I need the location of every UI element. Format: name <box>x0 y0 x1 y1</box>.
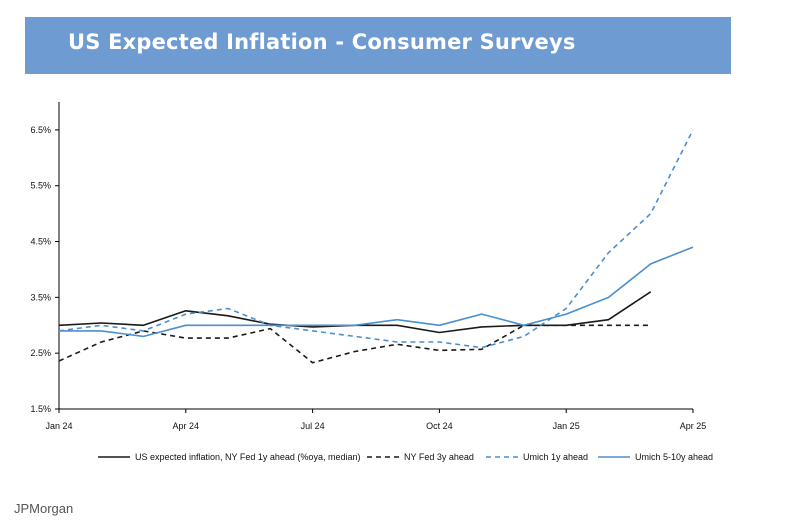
chart-axes <box>58 102 693 410</box>
y-tick-labels: 1.5% 2.5% 3.5% 4.5% 5.5% 6.5% <box>30 125 59 414</box>
umich-1y-line <box>58 129 694 349</box>
x-tick-label: Jan 24 <box>45 421 72 431</box>
legend-label: Umich 1y ahead <box>523 452 588 462</box>
source-credit: JPMorgan <box>14 501 74 516</box>
legend: US expected inflation, NY Fed 1y ahead (… <box>98 452 713 462</box>
title-banner: US Expected Inflation - Consumer Surveys <box>25 17 731 74</box>
nyfed-3y-line <box>58 324 651 364</box>
x-tick-label: Apr 25 <box>680 421 707 431</box>
y-tick-label: 2.5% <box>30 348 51 358</box>
umich-5-10y-line <box>59 246 694 338</box>
y-tick-label: 1.5% <box>30 404 51 414</box>
nyfed-1y-line <box>58 291 652 334</box>
x-tick-label: Jul 24 <box>301 421 325 431</box>
y-tick-label: 6.5% <box>30 125 51 135</box>
legend-label: Umich 5-10y ahead <box>635 452 713 462</box>
legend-label: NY Fed 3y ahead <box>404 452 474 462</box>
series-lines <box>58 129 694 364</box>
y-tick-label: 3.5% <box>30 292 51 302</box>
x-tick-label: Apr 24 <box>173 421 200 431</box>
y-tick-label: 4.5% <box>30 237 51 247</box>
chart-title: US Expected Inflation - Consumer Surveys <box>68 30 576 54</box>
y-tick-label: 5.5% <box>30 181 51 191</box>
legend-label: US expected inflation, NY Fed 1y ahead (… <box>135 452 360 462</box>
x-tick-label: Jan 25 <box>553 421 580 431</box>
x-tick-labels: Jan 24 Apr 24 Jul 24 Oct 24 Jan 25 Apr 25 <box>45 409 706 431</box>
x-tick-label: Oct 24 <box>426 421 453 431</box>
